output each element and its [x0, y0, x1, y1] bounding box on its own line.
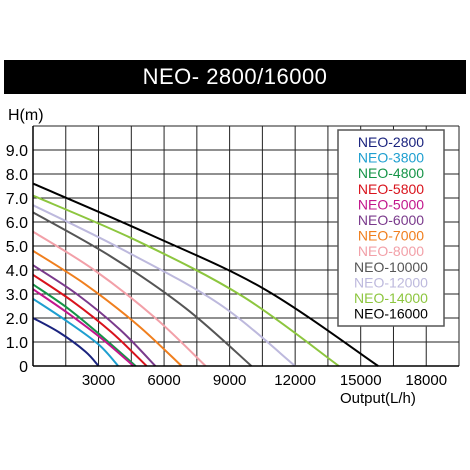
- legend: NEO-2800NEO-3800NEO-4800NEO-5800NEO-5000…: [337, 129, 445, 327]
- legend-entry: NEO-10000: [354, 259, 428, 275]
- y-tick-label: 0: [19, 359, 28, 376]
- y-tick-label: 8.0: [6, 167, 28, 184]
- legend-box: [337, 129, 445, 327]
- y-tick-label: 4.0: [6, 263, 28, 280]
- series-line-neo-10000: [32, 211, 253, 367]
- x-axis-label: Output(L/h): [340, 390, 416, 407]
- legend-entry: NEO-6000: [358, 212, 424, 228]
- legend-entry: NEO-2800: [358, 134, 424, 150]
- y-tick-label: 5.0: [6, 239, 28, 256]
- x-tick-label: 15000: [340, 372, 382, 389]
- y-tick-label: 2.0: [6, 311, 28, 328]
- legend-entry: NEO-7000: [358, 228, 424, 244]
- axes: [32, 126, 459, 367]
- legend-entry: NEO-4800: [358, 165, 424, 181]
- series-line-neo-16000: [32, 182, 379, 367]
- legend-entry: NEO-5000: [358, 196, 424, 212]
- series-line-neo-5000: [32, 288, 135, 367]
- y-tick-label: 6.0: [6, 215, 28, 232]
- y-tick-label: 7.0: [6, 191, 28, 208]
- y-axis-label: H(m): [8, 107, 44, 124]
- y-tick-label: 3.0: [6, 287, 28, 304]
- legend-entry: NEO-14000: [354, 290, 428, 306]
- chart-title: NEO- 2800/16000: [4, 60, 466, 94]
- legend-entry: NEO-16000: [354, 306, 428, 322]
- tick-labels: 0 1.0 2.0 3.0 4.0 5.0 6.0 7.0 8.0 9.0 3000 6000 9000…: [6, 143, 447, 389]
- series-line-neo-6000: [32, 264, 157, 367]
- legend-entry: NEO-12000: [354, 274, 428, 290]
- x-tick-label: 9000: [213, 372, 246, 389]
- x-tick-label: 18000: [405, 372, 447, 389]
- series-line-neo-14000: [32, 194, 340, 367]
- series-line-neo-2800: [32, 317, 100, 367]
- legend-entry: NEO-8000: [358, 243, 424, 259]
- y-tick-label: 9.0: [6, 143, 28, 160]
- series-line-neo-4800: [32, 283, 137, 367]
- x-tick-label: 6000: [147, 372, 180, 389]
- x-tick-label: 3000: [82, 372, 115, 389]
- legend-entry: NEO-5800: [358, 181, 424, 197]
- y-tick-label: 1.0: [6, 335, 28, 352]
- x-tick-label: 12000: [274, 372, 316, 389]
- curves: [32, 182, 379, 367]
- series-line-neo-8000: [32, 230, 207, 367]
- series-line-neo-12000: [32, 204, 296, 367]
- series-line-neo-3800: [32, 297, 119, 367]
- legend-entry: NEO-3800: [358, 150, 424, 166]
- series-line-neo-5800: [32, 273, 148, 367]
- series-line-neo-7000: [32, 249, 183, 367]
